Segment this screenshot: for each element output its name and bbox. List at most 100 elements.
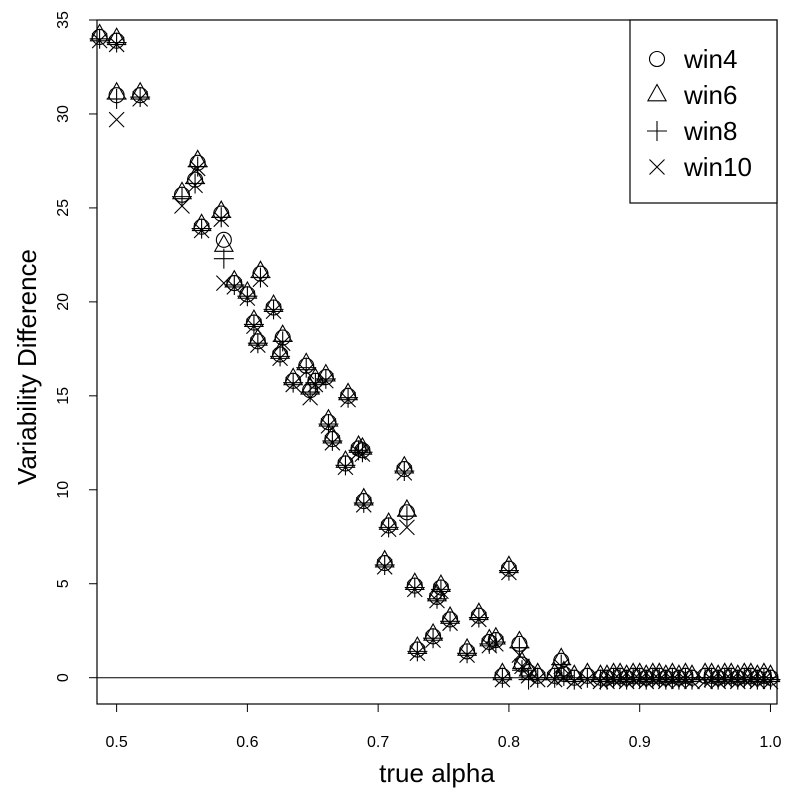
win10-point [612,671,628,688]
win10-point [337,459,354,476]
y-tick-label: 30 [55,105,72,123]
x-tick-label: 0.5 [105,734,127,751]
win10-point [350,444,367,461]
win10-point [91,32,108,49]
win10-point [317,372,334,389]
legend-label-win10: win10 [683,152,752,182]
win10-point [762,673,779,690]
legend-box [629,19,778,204]
legend-cross-icon [649,159,665,175]
win10-point [239,290,256,306]
win10-point [555,669,572,686]
win10-point [433,583,449,600]
win10-point [514,658,530,675]
win8-point [106,32,127,53]
win10-point [189,160,206,177]
win10-point [729,673,746,690]
win8-point [394,460,415,481]
win10-point [324,434,341,451]
win8-point [300,382,321,403]
win10-point [723,671,740,688]
win8-point [89,28,110,49]
win8-point [509,637,530,658]
win8-point [315,368,336,389]
win10-point [553,658,570,675]
win10-point [132,91,149,107]
win10-point [213,211,230,228]
win10-point [599,673,615,690]
win4-point [215,231,232,248]
y-tick-label: 10 [55,481,72,499]
series-win10 [91,32,779,690]
win8-point [211,207,232,228]
win10-point [307,376,324,393]
win10-point [249,337,266,353]
win10-point [677,671,694,688]
win10-point [108,111,125,128]
win10-point [409,645,426,662]
win10-point [274,335,291,352]
win10-point [684,673,700,690]
win10-point [174,198,190,214]
win10-point [425,632,441,648]
win10-point [215,275,232,291]
win10-point [657,673,674,690]
x-axis: 0.5 0.6 0.7 0.8 0.9 1.0 [105,703,782,751]
win10-point [716,671,733,688]
y-tick-label: 0 [55,673,72,682]
win8-point [427,588,447,609]
legend-label-win8: win8 [683,116,737,146]
win10-point [285,376,302,393]
win8-point [374,554,395,575]
win10-point [429,592,445,609]
win10-point [742,671,759,688]
win8-point [577,667,598,688]
y-tick-label: 5 [55,579,72,588]
y-tick-label: 20 [55,293,72,311]
win10-point [187,177,203,194]
y-axis: 0 5 10 15 20 25 30 35 [55,11,98,682]
win10-point [638,673,655,690]
win10-point [756,671,772,688]
win8-point [106,88,127,109]
x-tick-label: 0.6 [236,734,258,751]
win10-point [631,671,648,688]
win10-point [566,673,583,690]
win10-point [618,673,635,690]
win10-point [664,671,681,688]
win10-point [340,391,356,408]
win10-point [710,673,727,690]
win10-point [736,671,753,688]
win10-point [579,671,596,688]
win8-point [544,667,565,688]
win10-point [470,611,487,628]
win8-point [172,186,192,207]
win8-point [187,156,208,177]
win10-point [703,671,720,688]
win8-point [224,274,245,295]
y-tick-label: 15 [55,387,72,405]
win8-point [564,669,585,690]
win10-point [644,671,661,688]
win8-point [318,414,339,435]
data-points [89,23,781,690]
win10-point [651,671,668,688]
win10-point [749,673,766,690]
win10-point [511,647,528,664]
win10-point [697,673,713,690]
win8-point [404,577,425,598]
win8-point [396,506,417,527]
win10-point [546,671,563,688]
legend-triangle-icon [646,83,668,102]
y-axis-title: Variability Difference [12,249,42,485]
win8-point [130,87,151,108]
win10-point [406,581,423,598]
win10-point [302,389,319,406]
win10-point [520,667,537,684]
win8-point [457,643,478,664]
win10-point [320,418,337,434]
win8-point [407,641,428,662]
win8-point [270,346,291,367]
x-tick-label: 0.8 [498,734,520,751]
win8-point [237,286,258,307]
